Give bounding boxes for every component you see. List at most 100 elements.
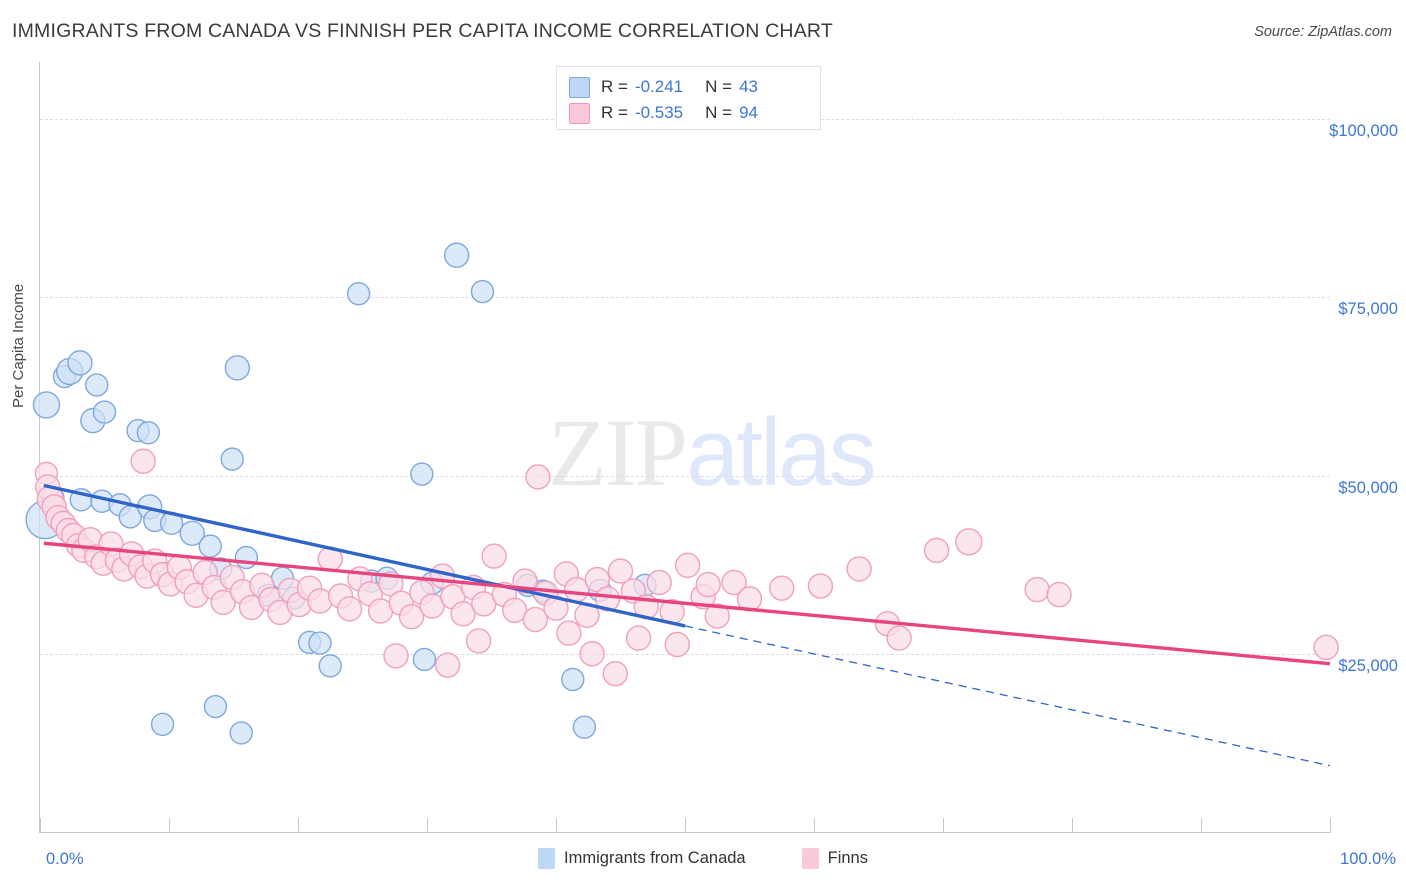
scatter-point[interactable] bbox=[769, 575, 795, 601]
scatter-point[interactable] bbox=[412, 647, 437, 672]
scatter-point[interactable] bbox=[229, 721, 253, 745]
n-label-blue: N = bbox=[705, 77, 733, 96]
series-legend: Immigrants from Canada Finns bbox=[0, 848, 1406, 869]
scatter-point[interactable] bbox=[625, 625, 652, 651]
x-axis-tick bbox=[298, 818, 299, 832]
scatter-point[interactable] bbox=[443, 242, 470, 268]
scatter-point[interactable] bbox=[308, 631, 332, 655]
scatter-point[interactable] bbox=[923, 537, 950, 564]
series-immigrants-from-canada bbox=[25, 242, 657, 745]
series-finns bbox=[34, 448, 1339, 687]
r-label-blue: R = bbox=[601, 77, 628, 96]
x-axis-tick bbox=[1201, 818, 1202, 832]
scatter-point[interactable] bbox=[481, 543, 507, 569]
page-title: IMMIGRANTS FROM CANADA VS FINNISH PER CA… bbox=[12, 20, 833, 42]
scatter-point[interactable] bbox=[664, 631, 690, 658]
scatter-point[interactable] bbox=[398, 603, 425, 630]
scatter-point[interactable] bbox=[32, 391, 61, 419]
scatter-point[interactable] bbox=[602, 661, 629, 687]
scatter-point[interactable] bbox=[572, 715, 597, 739]
correlation-legend-row: R = -0.241 N = 43 bbox=[569, 74, 808, 100]
scatter-point[interactable] bbox=[646, 569, 672, 596]
x-axis-tick bbox=[427, 818, 428, 832]
legend-marker-pink bbox=[801, 848, 819, 869]
scatter-point[interactable] bbox=[846, 556, 872, 582]
scatter-point[interactable] bbox=[410, 462, 434, 486]
scatter-point[interactable] bbox=[807, 573, 834, 599]
scatter-point[interactable] bbox=[450, 601, 476, 627]
scatter-point[interactable] bbox=[346, 282, 371, 306]
scatter-point[interactable] bbox=[721, 569, 747, 596]
x-axis-tick bbox=[685, 818, 686, 832]
scatter-point[interactable] bbox=[179, 520, 205, 546]
scatter-point[interactable] bbox=[203, 694, 228, 719]
legend-marker-blue bbox=[538, 848, 556, 869]
scatter-point[interactable] bbox=[220, 447, 244, 471]
scatter-point[interactable] bbox=[234, 545, 259, 570]
scatter-point[interactable] bbox=[150, 712, 175, 737]
scatter-point[interactable] bbox=[336, 596, 363, 622]
n-label-pink: N = bbox=[705, 103, 733, 122]
y-axis-tick-label: $75,000 bbox=[1338, 300, 1398, 319]
correlation-legend-row: R = -0.535 N = 94 bbox=[569, 100, 808, 126]
scatter-point[interactable] bbox=[525, 464, 551, 490]
correlation-legend: R = -0.241 N = 43 R = -0.535 N = 94 bbox=[556, 66, 821, 130]
legend-label-immigrants-from-canada: Immigrants from Canada bbox=[564, 849, 746, 867]
scatter-point[interactable] bbox=[130, 448, 156, 474]
scatter-point[interactable] bbox=[561, 667, 585, 692]
scatter-point[interactable] bbox=[318, 654, 342, 678]
x-axis-tick bbox=[1072, 818, 1073, 832]
scatter-point[interactable] bbox=[210, 589, 236, 616]
scatter-point[interactable] bbox=[695, 571, 721, 598]
scatter-point[interactable] bbox=[470, 279, 495, 304]
scatter-point[interactable] bbox=[522, 606, 549, 633]
scatter-point[interactable] bbox=[307, 588, 333, 614]
n-value-blue: 43 bbox=[739, 77, 758, 96]
scatter-point[interactable] bbox=[1024, 576, 1050, 603]
r-label-pink: R = bbox=[601, 103, 628, 122]
scatter-point[interactable] bbox=[136, 421, 161, 445]
r-value-pink: -0.535 bbox=[634, 103, 684, 122]
y-axis-tick-label: $25,000 bbox=[1338, 656, 1398, 675]
legend-item-finns[interactable]: Finns bbox=[801, 848, 868, 869]
trend-line-immigrants-from-canada bbox=[43, 483, 686, 628]
scatter-point[interactable] bbox=[579, 641, 605, 667]
gridline bbox=[40, 297, 1330, 299]
scatter-point[interactable] bbox=[955, 528, 983, 556]
x-axis-line bbox=[39, 832, 1331, 833]
scatter-point[interactable] bbox=[465, 628, 492, 654]
y-axis-tick-label: $50,000 bbox=[1338, 478, 1398, 497]
x-axis-tick bbox=[169, 818, 170, 832]
x-axis-max-label: 100.0% bbox=[1340, 850, 1396, 868]
scatter-point[interactable] bbox=[92, 400, 117, 424]
scatter-point[interactable] bbox=[1046, 581, 1072, 608]
scatter-point[interactable] bbox=[198, 534, 222, 558]
scatter-point[interactable] bbox=[383, 643, 409, 669]
x-axis-tick bbox=[556, 818, 557, 832]
x-axis-tick bbox=[1330, 818, 1331, 832]
x-axis-min-label: 0.0% bbox=[46, 850, 84, 868]
r-value-blue: -0.241 bbox=[634, 77, 684, 96]
scatter-point[interactable] bbox=[886, 625, 912, 651]
scatter-point[interactable] bbox=[556, 620, 582, 646]
n-value-pink: 94 bbox=[739, 103, 758, 122]
scatter-point[interactable] bbox=[674, 552, 701, 579]
scatter-point[interactable] bbox=[434, 652, 461, 678]
scatter-point[interactable] bbox=[85, 373, 109, 397]
x-axis-tick bbox=[40, 818, 41, 832]
x-axis-tick bbox=[943, 818, 944, 832]
scatter-point[interactable] bbox=[607, 558, 634, 584]
source-attribution: Source: ZipAtlas.com bbox=[1254, 24, 1392, 40]
scatter-point[interactable] bbox=[704, 603, 730, 629]
legend-label-finns: Finns bbox=[827, 849, 868, 867]
x-axis-tick bbox=[814, 818, 815, 832]
legend-swatch-blue bbox=[569, 76, 590, 98]
legend-swatch-pink bbox=[569, 102, 590, 124]
scatter-point[interactable] bbox=[67, 350, 93, 376]
trend-line-finns bbox=[43, 541, 1331, 666]
scatter-point[interactable] bbox=[1313, 634, 1339, 661]
legend-item-immigrants-from-canada[interactable]: Immigrants from Canada bbox=[538, 848, 746, 869]
scatter-point[interactable] bbox=[224, 355, 251, 381]
